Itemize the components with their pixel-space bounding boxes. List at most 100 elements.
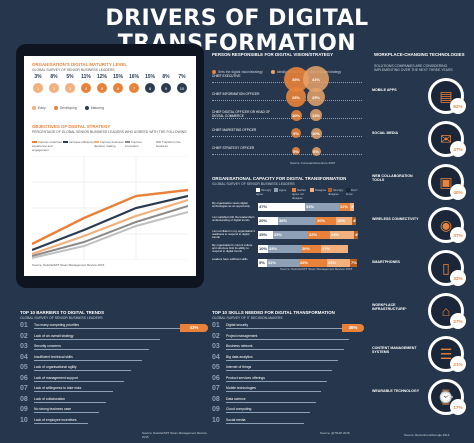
legend-swatch bbox=[270, 70, 275, 75]
skill-bar bbox=[226, 370, 333, 371]
capacity-segment: 38% bbox=[278, 217, 316, 225]
barriers-heading: TOP 10 BARRIERS TO DIGITAL TRENDS bbox=[20, 310, 105, 315]
barrier-label: No strong business case bbox=[34, 407, 72, 411]
legend-swatch bbox=[63, 141, 68, 144]
workplace-label: CONTENT MANAGEMENT SYSTEMS bbox=[372, 346, 417, 355]
barrier-bar bbox=[34, 370, 132, 371]
person-bubble-sets bbox=[286, 87, 306, 107]
capacity-chart: My organisation views digital technologi… bbox=[212, 201, 362, 272]
maturity-percent: 3% bbox=[34, 74, 42, 80]
workplace-percent: 47% bbox=[450, 141, 466, 157]
legend-text: Sets the digital vision/strategy bbox=[218, 70, 263, 74]
legend-text: Strongly agree bbox=[256, 188, 272, 197]
capacity-segment: 9% bbox=[258, 259, 267, 267]
legend-text: Improve innovation bbox=[125, 140, 142, 148]
person-bubble-sets bbox=[290, 109, 302, 121]
capacity-segment: 20% bbox=[258, 217, 278, 225]
capacity-legend-item: Neither agree nor disagree bbox=[292, 188, 310, 200]
maturity-circle: 9 bbox=[161, 83, 171, 93]
objectives-line-chart bbox=[32, 156, 188, 260]
legend-swatch bbox=[310, 188, 314, 193]
capacity-segment: 10% bbox=[258, 245, 268, 253]
capacity-legend: Strongly agree Agree Neither agree nor dis… bbox=[256, 188, 364, 206]
barriers-sub: GLOBAL SURVEY OF SENIOR BUSINESS LEADERS bbox=[20, 316, 103, 320]
person-value-ideal: 10% bbox=[311, 131, 320, 136]
maturity-circle: 7 bbox=[129, 83, 139, 93]
barrier-number: 07 bbox=[20, 385, 28, 392]
skill-number: 03 bbox=[212, 343, 220, 350]
person-label: CHIEF INFORMATION OFFICER bbox=[212, 92, 260, 96]
maturity-percent: 5% bbox=[66, 74, 74, 80]
barrier-label: Lack of collaboration bbox=[34, 396, 66, 401]
objective-legend-item: Increase efficiency bbox=[63, 140, 94, 144]
tablet-screen: ORGANISATION'S DIGITAL MATURITY LEVEL GL… bbox=[24, 56, 196, 276]
maturity-percent: 12% bbox=[96, 74, 107, 80]
maturity-circle: 3 bbox=[65, 83, 75, 93]
barrier-bar bbox=[34, 412, 99, 413]
capacity-legend-item: Don't know bbox=[346, 188, 364, 196]
objectives-legend: Improve customer experience and engageme… bbox=[32, 140, 192, 158]
capacity-segment: 34% bbox=[305, 203, 339, 211]
skills-sub: GLOBAL SURVEY OF IT DECISION-MAKERS bbox=[212, 316, 283, 320]
wireless-icon: ◉ bbox=[428, 207, 464, 243]
legend-swatch bbox=[53, 106, 58, 111]
skills-source: Source: @TDAP 2015 bbox=[320, 431, 350, 435]
workplace-label: WORKPLACE INFRASTRUCTURE* bbox=[372, 303, 407, 312]
maturity-sub: GLOBAL SURVEY OF SENIOR BUSINESS LEADERS bbox=[32, 68, 115, 72]
capacity-legend-item: Strongly disagree bbox=[328, 188, 346, 196]
maturity-circle: 2 bbox=[49, 83, 59, 93]
skill-number: 06 bbox=[212, 374, 220, 382]
capacity-source: Source: Deloitte/MIT Sloan Management Re… bbox=[280, 267, 353, 271]
workplace-label: MOBILE APPS bbox=[372, 88, 397, 92]
capacity-segment: 32% bbox=[267, 259, 299, 267]
person-label: CHIEF EXECUTIVE bbox=[212, 74, 241, 78]
skill-label: Business network bbox=[226, 344, 253, 348]
persons-chart: CHIEF EXECUTIVE 38% 41% CHIEF INFORMATION O… bbox=[212, 65, 362, 162]
barrier-label: Lack of management support bbox=[34, 375, 78, 380]
barrier-bar bbox=[34, 391, 114, 392]
legend-text: Don't know bbox=[346, 188, 358, 197]
maturity-percents: 3% 8% 5% 11% 12% 15% 16% 15% 8% 7% bbox=[30, 74, 192, 82]
barrier-bar bbox=[34, 359, 142, 361]
maturity-percent: 11% bbox=[81, 74, 91, 80]
capacity-segment: 4% bbox=[350, 203, 354, 211]
barriers-source: Source: Deloitte/MIT Sloan Management Re… bbox=[142, 431, 207, 439]
capacity-legend-item: Disagree bbox=[310, 188, 328, 193]
person-label: CHIEF DIGITAL OFFICER OR HEAD OF DIGITAL… bbox=[212, 110, 271, 118]
person-line bbox=[212, 154, 362, 155]
capacity-segment: 4% bbox=[354, 231, 358, 239]
person-bubble-ideal bbox=[310, 127, 322, 139]
capacity-label: My organisation's current culture and st… bbox=[212, 243, 253, 254]
objective-legend-item: Improve customer experience and engageme… bbox=[32, 140, 63, 152]
legend-text: Improve customer experience and engageme… bbox=[32, 140, 63, 152]
workplace-percent: 62% bbox=[450, 98, 466, 114]
capacity-label: I am satisfied with the leadership's und… bbox=[212, 215, 255, 223]
barrier-label: Lack of employee incentives bbox=[34, 417, 77, 422]
skill-label: Project management bbox=[226, 333, 258, 338]
legend-text: Early bbox=[38, 106, 46, 110]
person-value-sets: 5% bbox=[293, 149, 299, 154]
maturity-legend: Early Developing Maturing bbox=[32, 96, 152, 114]
workplace-label: WEB COLLABORATION TOOLS bbox=[372, 174, 413, 183]
legend-text: Increase efficiency bbox=[69, 140, 94, 144]
skill-label: Social media bbox=[226, 417, 246, 422]
person-value-ideal: 6% bbox=[313, 149, 319, 154]
skill-bar bbox=[226, 359, 338, 361]
page-title: DRIVERS OF DIGITAL TRANSFORMATION bbox=[105, 6, 369, 56]
legend-swatch bbox=[274, 188, 278, 193]
barrier-top-value: 43% bbox=[180, 324, 208, 332]
skill-label: Digital security bbox=[226, 323, 249, 327]
legend-swatch bbox=[94, 141, 99, 144]
legend-text: Agree bbox=[279, 188, 287, 192]
person-bubble-ideal bbox=[306, 87, 326, 107]
skill-label: Big data analytics bbox=[226, 354, 253, 359]
persons-heading: PERSON RESPONSIBLE FOR DIGITAL VISION/ST… bbox=[212, 52, 333, 57]
capacity-segment: 16% bbox=[336, 217, 352, 225]
skill-bar bbox=[226, 328, 355, 329]
legend-text: Disagree bbox=[315, 188, 327, 192]
skill-number: 01 bbox=[212, 322, 220, 329]
skill-bar bbox=[226, 401, 316, 403]
maturity-percent: 15% bbox=[112, 74, 123, 80]
maturity-legend-item: Developing bbox=[53, 106, 77, 111]
objectives-heading: OBJECTIVES OF DIGITAL STRATEGY bbox=[32, 124, 111, 129]
